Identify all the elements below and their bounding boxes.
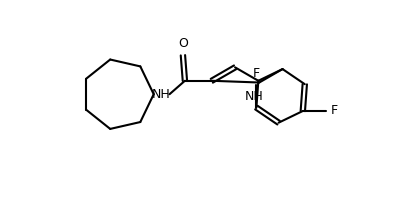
Text: NH: NH xyxy=(245,90,264,103)
Text: O: O xyxy=(178,37,188,50)
Text: F: F xyxy=(330,104,337,117)
Text: NH: NH xyxy=(152,88,171,101)
Text: F: F xyxy=(253,67,260,80)
